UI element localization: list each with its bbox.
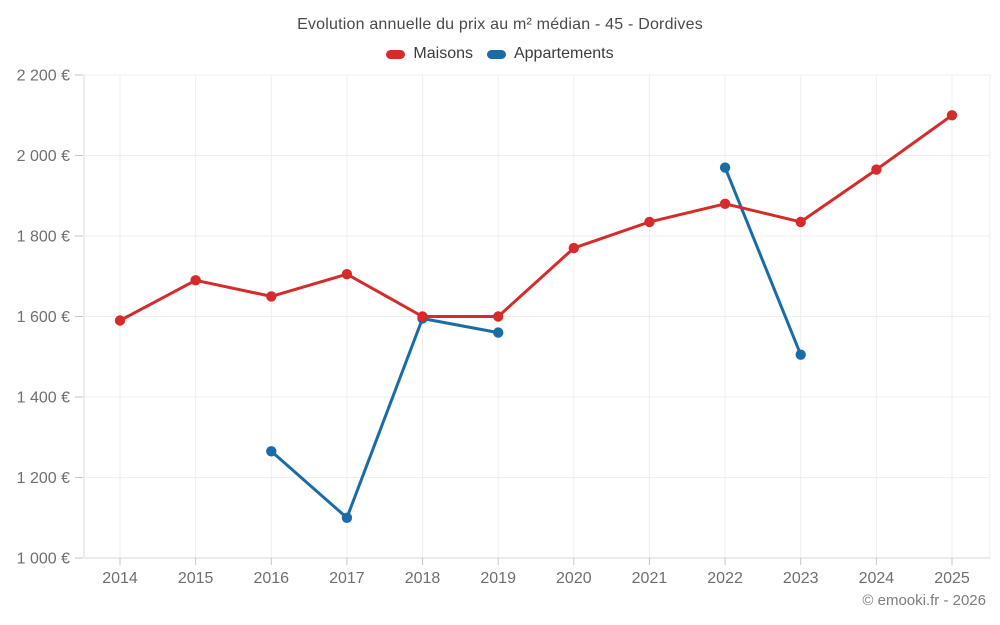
data-point-maisons-2017[interactable]	[341, 269, 353, 280]
x-tick-label: 2017	[329, 570, 365, 587]
data-point-maisons-2019[interactable]	[493, 311, 504, 322]
x-tick-label: 2018	[405, 570, 441, 587]
data-point-maisons-2023[interactable]	[795, 216, 806, 228]
series-line-maisons	[118, 113, 954, 322]
y-tick-label: 1 400 €	[17, 390, 70, 407]
data-point-maisons-2025[interactable]	[946, 110, 958, 121]
chart-title: Evolution annuelle du prix au m² médian …	[297, 16, 703, 33]
x-tick-label: 2014	[102, 570, 138, 587]
y-tick-label: 1 000 €	[17, 551, 70, 568]
data-point-maisons-2020[interactable]	[568, 242, 579, 254]
x-tick-label: 2021	[632, 570, 668, 587]
data-point-appartements-2017[interactable]	[341, 512, 353, 523]
y-tick-label: 2 200 €	[17, 68, 70, 85]
data-point-maisons-2018[interactable]	[417, 311, 428, 322]
data-point-appartements-2016[interactable]	[266, 446, 277, 457]
y-tick-label: 1 200 €	[17, 470, 70, 487]
legend: Maisons Appartements	[0, 45, 1000, 63]
data-point-appartements-2019[interactable]	[493, 327, 504, 338]
data-point-maisons-2024[interactable]	[871, 164, 882, 175]
copyright: © emooki.fr - 2026	[862, 592, 986, 609]
legend-item-maisons[interactable]: Maisons	[386, 45, 473, 63]
data-point-maisons-2014[interactable]	[114, 315, 126, 326]
y-tick-label: 2 000 €	[17, 148, 70, 165]
y-tick-label: 1 600 €	[17, 309, 70, 326]
x-tick-label: 2022	[707, 570, 743, 587]
data-point-appartements-2022[interactable]	[719, 162, 731, 173]
data-point-maisons-2022[interactable]	[719, 198, 731, 209]
x-tick-label: 2020	[556, 570, 592, 587]
data-point-maisons-2015[interactable]	[190, 275, 201, 286]
series-line-appartements	[269, 166, 803, 520]
legend-item-appartements[interactable]: Appartements	[486, 45, 614, 63]
legend-swatch-maisons	[386, 49, 406, 59]
x-tick-label: 2023	[783, 570, 819, 587]
x-tick-label: 2025	[934, 570, 970, 587]
x-tick-label: 2015	[178, 570, 214, 587]
x-tick-label: 2024	[859, 570, 895, 587]
y-tick-label: 1 800 €	[17, 229, 70, 246]
data-point-appartements-2023[interactable]	[795, 349, 806, 360]
legend-label-appartements: Appartements	[513, 45, 614, 62]
x-tick-label: 2016	[253, 570, 289, 587]
data-point-maisons-2021[interactable]	[644, 216, 655, 228]
legend-swatch-appartements	[486, 49, 506, 59]
x-tick-label: 2019	[480, 570, 516, 587]
legend-label-maisons: Maisons	[413, 45, 473, 62]
data-point-maisons-2016[interactable]	[266, 291, 277, 302]
